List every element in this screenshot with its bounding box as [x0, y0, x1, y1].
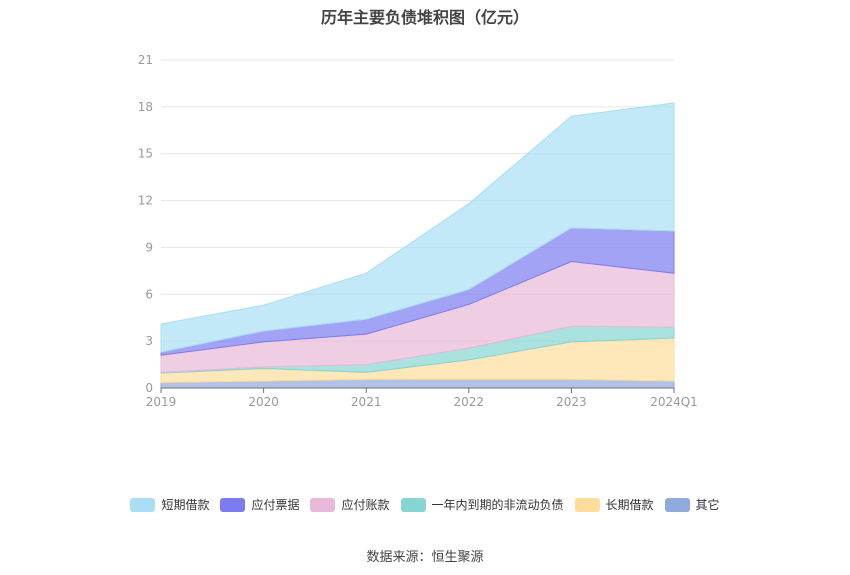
y-tick-label: 6 [145, 287, 153, 301]
legend-swatch [130, 497, 156, 512]
y-axis: 0 3 6 9 12 15 18 21 [138, 53, 153, 395]
x-tick-label: 2019 [146, 395, 177, 409]
legend-swatch [664, 497, 690, 512]
legend-item[interactable]: 应付账款 [310, 496, 390, 513]
legend: 短期借款 应付票据 应付账款 一年内到期的非流动负债 长期借款 其它 [0, 496, 850, 513]
x-tick-label: 2024Q1 [650, 395, 698, 409]
y-tick-label: 9 [145, 240, 153, 254]
legend-label: 一年内到期的非流动负债 [431, 498, 564, 512]
legend-item[interactable]: 应付票据 [220, 496, 299, 513]
legend-swatch [574, 497, 600, 512]
legend-swatch [220, 497, 246, 512]
x-tick-label: 2020 [248, 395, 279, 409]
x-tick-label: 2023 [556, 395, 587, 409]
legend-label: 长期借款 [605, 498, 654, 512]
x-axis: 2019 2020 2021 2022 2023 2024Q1 [146, 387, 698, 409]
legend-item[interactable]: 一年内到期的非流动负债 [400, 496, 564, 513]
legend-item[interactable]: 短期借款 [130, 496, 209, 513]
chart-title: 历年主要负债堆积图（亿元） [320, 8, 529, 27]
legend-swatch [310, 497, 336, 512]
legend-label: 应付票据 [251, 498, 300, 512]
y-tick-label: 15 [138, 147, 153, 161]
legend-label: 应付账款 [341, 498, 390, 512]
legend-item[interactable]: 其它 [664, 496, 720, 513]
area-短期借款 [160, 102, 675, 353]
data-source: 数据来源：恒生聚源 [366, 550, 484, 565]
y-tick-label: 18 [138, 100, 153, 114]
y-tick-label: 0 [145, 381, 153, 395]
legend-item[interactable]: 长期借款 [574, 496, 654, 513]
x-tick-label: 2022 [454, 395, 485, 409]
y-tick-label: 12 [138, 194, 153, 208]
area-series [160, 102, 675, 389]
y-tick-label: 3 [145, 334, 153, 348]
stacked-area-chart: 0 3 6 9 12 15 18 21 2019 2020 2021 2022 2023 2024Q1 [138, 53, 698, 409]
y-tick-label: 21 [138, 53, 153, 67]
x-tick-label: 2021 [351, 395, 382, 409]
legend-label: 其它 [695, 498, 720, 512]
legend-swatch [400, 497, 426, 512]
legend-label: 短期借款 [161, 498, 210, 512]
